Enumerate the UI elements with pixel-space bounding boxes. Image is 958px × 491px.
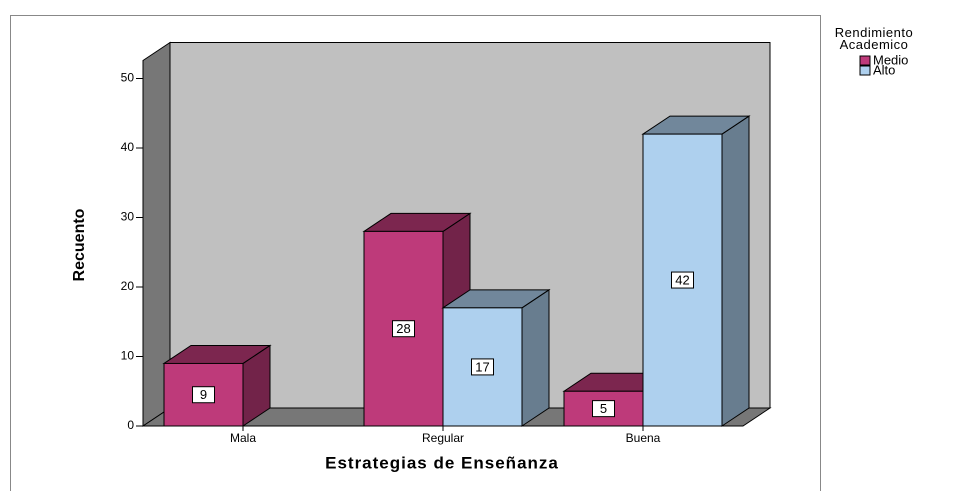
y-axis-title: Recuento [71, 208, 88, 281]
legend-swatch [859, 55, 871, 66]
x-tick-label: Mala [230, 431, 256, 445]
value-label-box [671, 271, 694, 289]
y-tick-label: 30 [121, 210, 135, 224]
value-label-box [192, 386, 215, 404]
value-label-box [392, 320, 415, 338]
bar-side [721, 115, 750, 427]
value-label: 42 [675, 272, 689, 287]
x-tick-label: Buena [626, 431, 661, 445]
value-label-box [592, 400, 615, 418]
legend-label: Alto [873, 62, 895, 77]
y-tick-label: 20 [121, 279, 135, 293]
x-tick-label: Regular [422, 431, 464, 445]
y-tick-label: 50 [121, 71, 135, 85]
value-label: 17 [475, 359, 489, 374]
y-tick-label: 40 [121, 140, 135, 154]
chart-frame [10, 15, 821, 491]
x-axis-title: Estrategias de Enseñanza [325, 453, 559, 472]
legend-title: Rendimiento Academico [834, 25, 914, 52]
value-label-box [471, 358, 494, 376]
legend-label: Medio [873, 52, 908, 67]
value-label: 9 [200, 387, 207, 402]
value-label: 5 [600, 401, 607, 416]
y-tick-label: 0 [127, 418, 134, 432]
value-label: 28 [396, 321, 410, 336]
bar-side [521, 288, 550, 427]
legend-swatch [859, 65, 871, 76]
y-tick-label: 10 [121, 349, 135, 363]
